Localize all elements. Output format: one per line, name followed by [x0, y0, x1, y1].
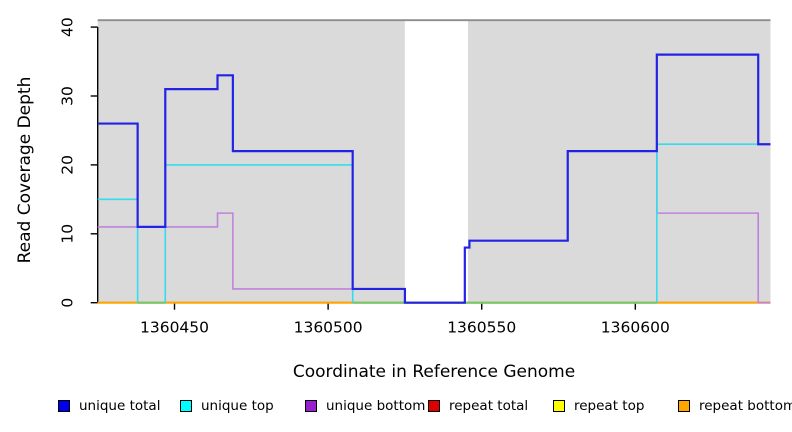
- y-tick-label: 40: [59, 17, 77, 37]
- legend-label: repeat total: [449, 398, 529, 414]
- legend-label: repeat bottom: [699, 398, 792, 414]
- legend-swatch-repeat-bottom: [678, 400, 690, 412]
- legend-item-repeat-top: repeat top: [553, 398, 644, 414]
- y-tick-label: 0: [59, 298, 77, 308]
- legend-swatch-repeat-top: [553, 400, 565, 412]
- legend-item-unique-total: unique total: [58, 398, 160, 414]
- background-shaded-region: [97, 20, 405, 303]
- x-tick-label: 1360500: [294, 319, 363, 337]
- plot-area: 0 10 20 30 40 1360450 1360500 1360550 1360600: [59, 17, 771, 337]
- x-axis-title: Coordinate in Reference Genome: [292, 362, 576, 382]
- legend-item-unique-top: unique top: [180, 398, 274, 414]
- y-tick-label: 20: [59, 155, 77, 175]
- legend-swatch-unique-top: [180, 400, 192, 412]
- legend-label: unique top: [201, 398, 274, 414]
- legend: unique total unique top unique bottom repea…: [0, 398, 792, 420]
- legend-swatch-repeat-total: [428, 400, 440, 412]
- y-tick-label: 30: [59, 86, 77, 106]
- x-tick-label: 1360600: [601, 319, 670, 337]
- legend-item-repeat-total: repeat total: [428, 398, 528, 414]
- legend-label: repeat top: [574, 398, 645, 414]
- y-tick-label: 10: [59, 224, 77, 244]
- x-tick-label: 1360550: [447, 319, 516, 337]
- x-tick-label: 1360450: [140, 319, 209, 337]
- gap-region: [404, 20, 468, 303]
- series-line-unique-total: [97, 53, 771, 304]
- legend-swatch-unique-total: [58, 400, 70, 412]
- background-shaded-region: [467, 20, 771, 303]
- legend-item-unique-bottom: unique bottom: [305, 398, 425, 414]
- legend-label: unique total: [79, 398, 161, 414]
- series-line-unique-top: [97, 143, 771, 304]
- legend-swatch-unique-bottom: [305, 400, 317, 412]
- legend-label: unique bottom: [326, 398, 426, 414]
- legend-item-repeat-bottom: repeat bottom: [678, 398, 792, 414]
- y-axis-title: Read Coverage Depth: [15, 76, 35, 264]
